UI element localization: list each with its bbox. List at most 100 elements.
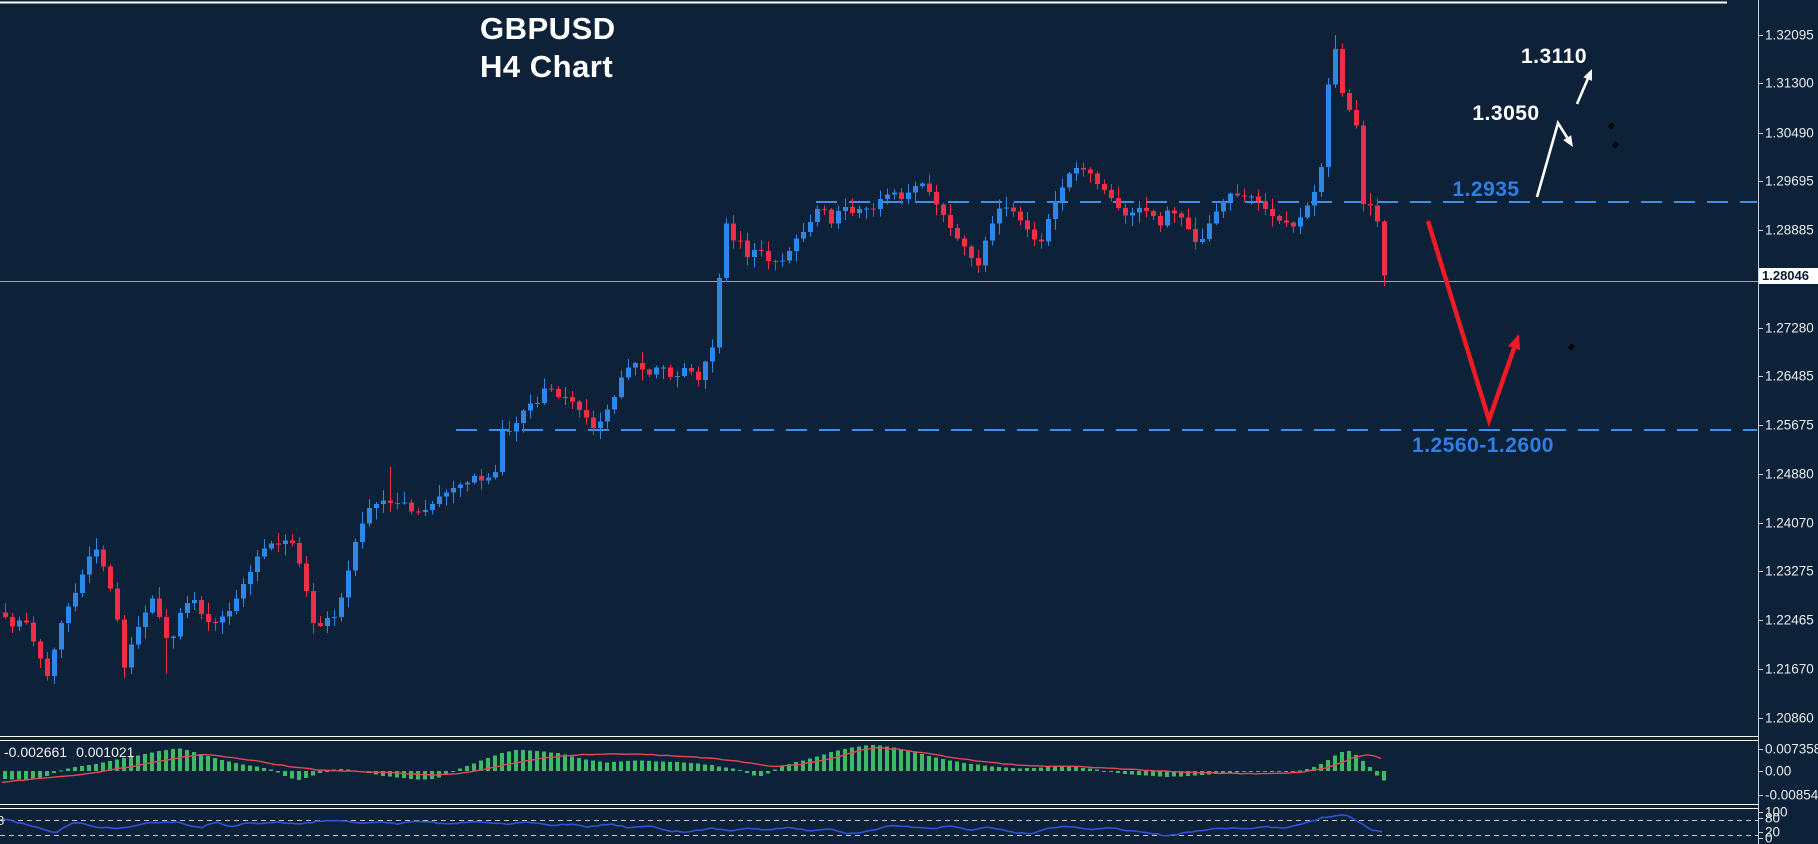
candle-body [283,540,288,545]
candle-body [262,548,267,557]
macd-histogram-bar [1249,771,1253,772]
candle-body [794,238,799,252]
candle-body [766,251,771,262]
macd-histogram-bar [444,771,448,776]
candle-body [605,409,610,422]
candle-body [1095,173,1100,184]
macd-histogram-bar [1102,770,1106,772]
macd-histogram-bar [10,771,14,780]
candle-body [451,488,456,493]
candle-body [829,209,834,224]
macd-histogram-bar [115,759,119,771]
macd-histogram-bar [1382,771,1386,781]
macd-histogram-bar [857,746,861,771]
white-up-arrow[interactable] [1575,78,1589,105]
candle-body [1067,173,1072,188]
candle-body [10,617,15,627]
drawing-objects-group[interactable] [1425,69,1592,428]
candle-body [1032,229,1037,240]
macd-histogram-bar [45,771,49,776]
macd-histogram-bar [269,769,273,771]
candle-body [675,375,680,378]
macd-histogram-bar [794,762,798,771]
candle-body [724,223,729,278]
macd-histogram-bar [213,758,217,771]
candle-body [213,621,218,623]
macd-histogram-bar [920,754,924,771]
candle-body [1123,208,1128,216]
candle-body [122,619,127,668]
candle-body [24,620,29,623]
candle-body [738,240,743,242]
macd-histogram-bar [892,747,896,771]
macd-histogram-bar [1158,771,1162,777]
macd-histogram-bar [850,747,854,771]
macd-histogram-bar [1270,771,1274,772]
macd-histogram-bar [1319,764,1323,771]
candle-body [1088,169,1093,174]
macd-histogram-bar [388,771,392,777]
candle-body [927,183,932,192]
macd-histogram-bar [535,751,539,771]
candle-body [1228,193,1233,202]
candle-body [1319,166,1324,193]
macd-histogram-bar [248,765,252,771]
candle-body [801,232,806,239]
candle-body [59,622,64,650]
candle-body [87,556,92,575]
white-zigzag-arrow[interactable] [1535,119,1569,198]
candle-body [402,502,407,504]
current-price-marker: 1.28046 [1759,268,1818,284]
candle-body [990,223,995,241]
level-lines-group[interactable] [0,200,1758,431]
macd-histogram-bar [255,766,259,771]
candle-body [514,422,519,432]
macd-signal-value: 0.001021 [76,744,135,760]
candle-body [220,616,225,623]
candle-body [1137,208,1142,213]
macd-histogram-bar [836,750,840,771]
price-tick-label: 1.24880 [1765,466,1814,482]
macd-histogram-bar [80,765,84,771]
macd-histogram-bar [1151,771,1155,776]
candle-body [906,192,911,200]
candle-body [157,598,162,617]
candle-body [780,260,785,262]
candle-body [1102,183,1107,190]
candle-body [1200,239,1205,243]
candle-body [1340,49,1345,93]
macd-histogram-bar [3,771,7,780]
macd-histogram-bar [717,766,721,771]
candle-body [1263,201,1268,209]
candle-body [843,207,848,211]
macd-panel-group[interactable] [1,744,1386,783]
candle-body [668,367,673,378]
annotation-level-1-2935[interactable]: 1.2935 [1452,178,1520,201]
candle-body [108,566,113,589]
price-tick-label: 1.24070 [1765,515,1814,531]
candle-body [626,367,631,378]
candle-body [360,523,365,543]
macd-histogram-bar [682,762,686,771]
red-projection-arrow[interactable] [1425,220,1517,428]
candle-body [479,476,484,481]
candlesticks-group[interactable] [3,35,1387,685]
candle-body [73,592,78,607]
chart-frame-group [0,0,1763,844]
macd-histogram-bar [703,764,707,771]
macd-histogram-bar [1298,770,1302,772]
candle-body [822,208,827,210]
macd-histogram-bar [990,766,994,771]
macd-histogram-bar [549,752,553,771]
candle-body [787,251,792,261]
stochastic-panel-group[interactable] [0,814,1758,837]
candle-body [1193,228,1198,243]
candle-body [150,598,155,613]
annotation-target-1-3050[interactable]: 1.3050 [1472,102,1540,125]
candle-body [864,208,869,210]
macd-histogram-bar [913,752,917,771]
annotation-zone-1-2560-1-2600[interactable]: 1.2560-1.2600 [1412,434,1554,457]
candle-body [619,377,624,398]
annotation-target-1-3110[interactable]: 1.3110 [1520,45,1588,68]
